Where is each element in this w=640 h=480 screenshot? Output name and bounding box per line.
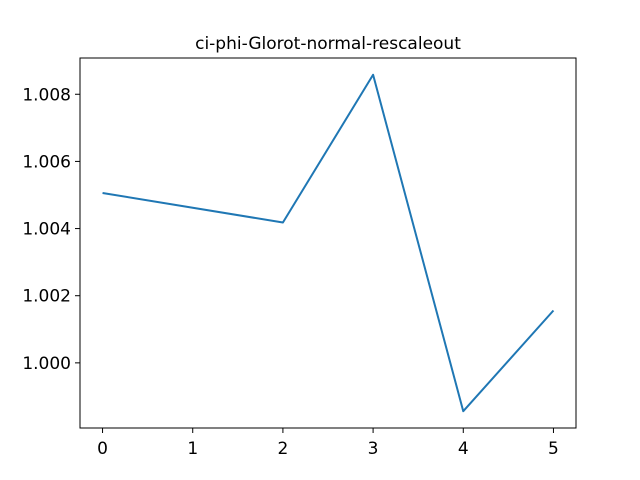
y-axis: 1.000 1.002 1.004 1.006 1.008 [22,85,80,374]
y-tick-label: 1.006 [22,152,71,172]
y-tick-label: 1.008 [22,85,71,105]
y-tick-label: 1.002 [22,287,71,307]
x-tick-label: 4 [458,439,469,459]
x-tick-label: 1 [187,439,198,459]
series-line [102,73,555,413]
y-tick-label: 1.000 [22,354,71,374]
x-tick-label: 5 [548,439,559,459]
chart-title: ci-phi-Glorot-normal-rescaleout [195,34,461,54]
x-tick-label: 3 [368,439,379,459]
x-tick-label: 0 [97,439,108,459]
plot-frame [79,57,577,429]
x-tick-label: 2 [277,439,288,459]
x-axis: 0 1 2 3 4 5 [97,428,559,459]
y-tick-label: 1.004 [22,220,71,240]
